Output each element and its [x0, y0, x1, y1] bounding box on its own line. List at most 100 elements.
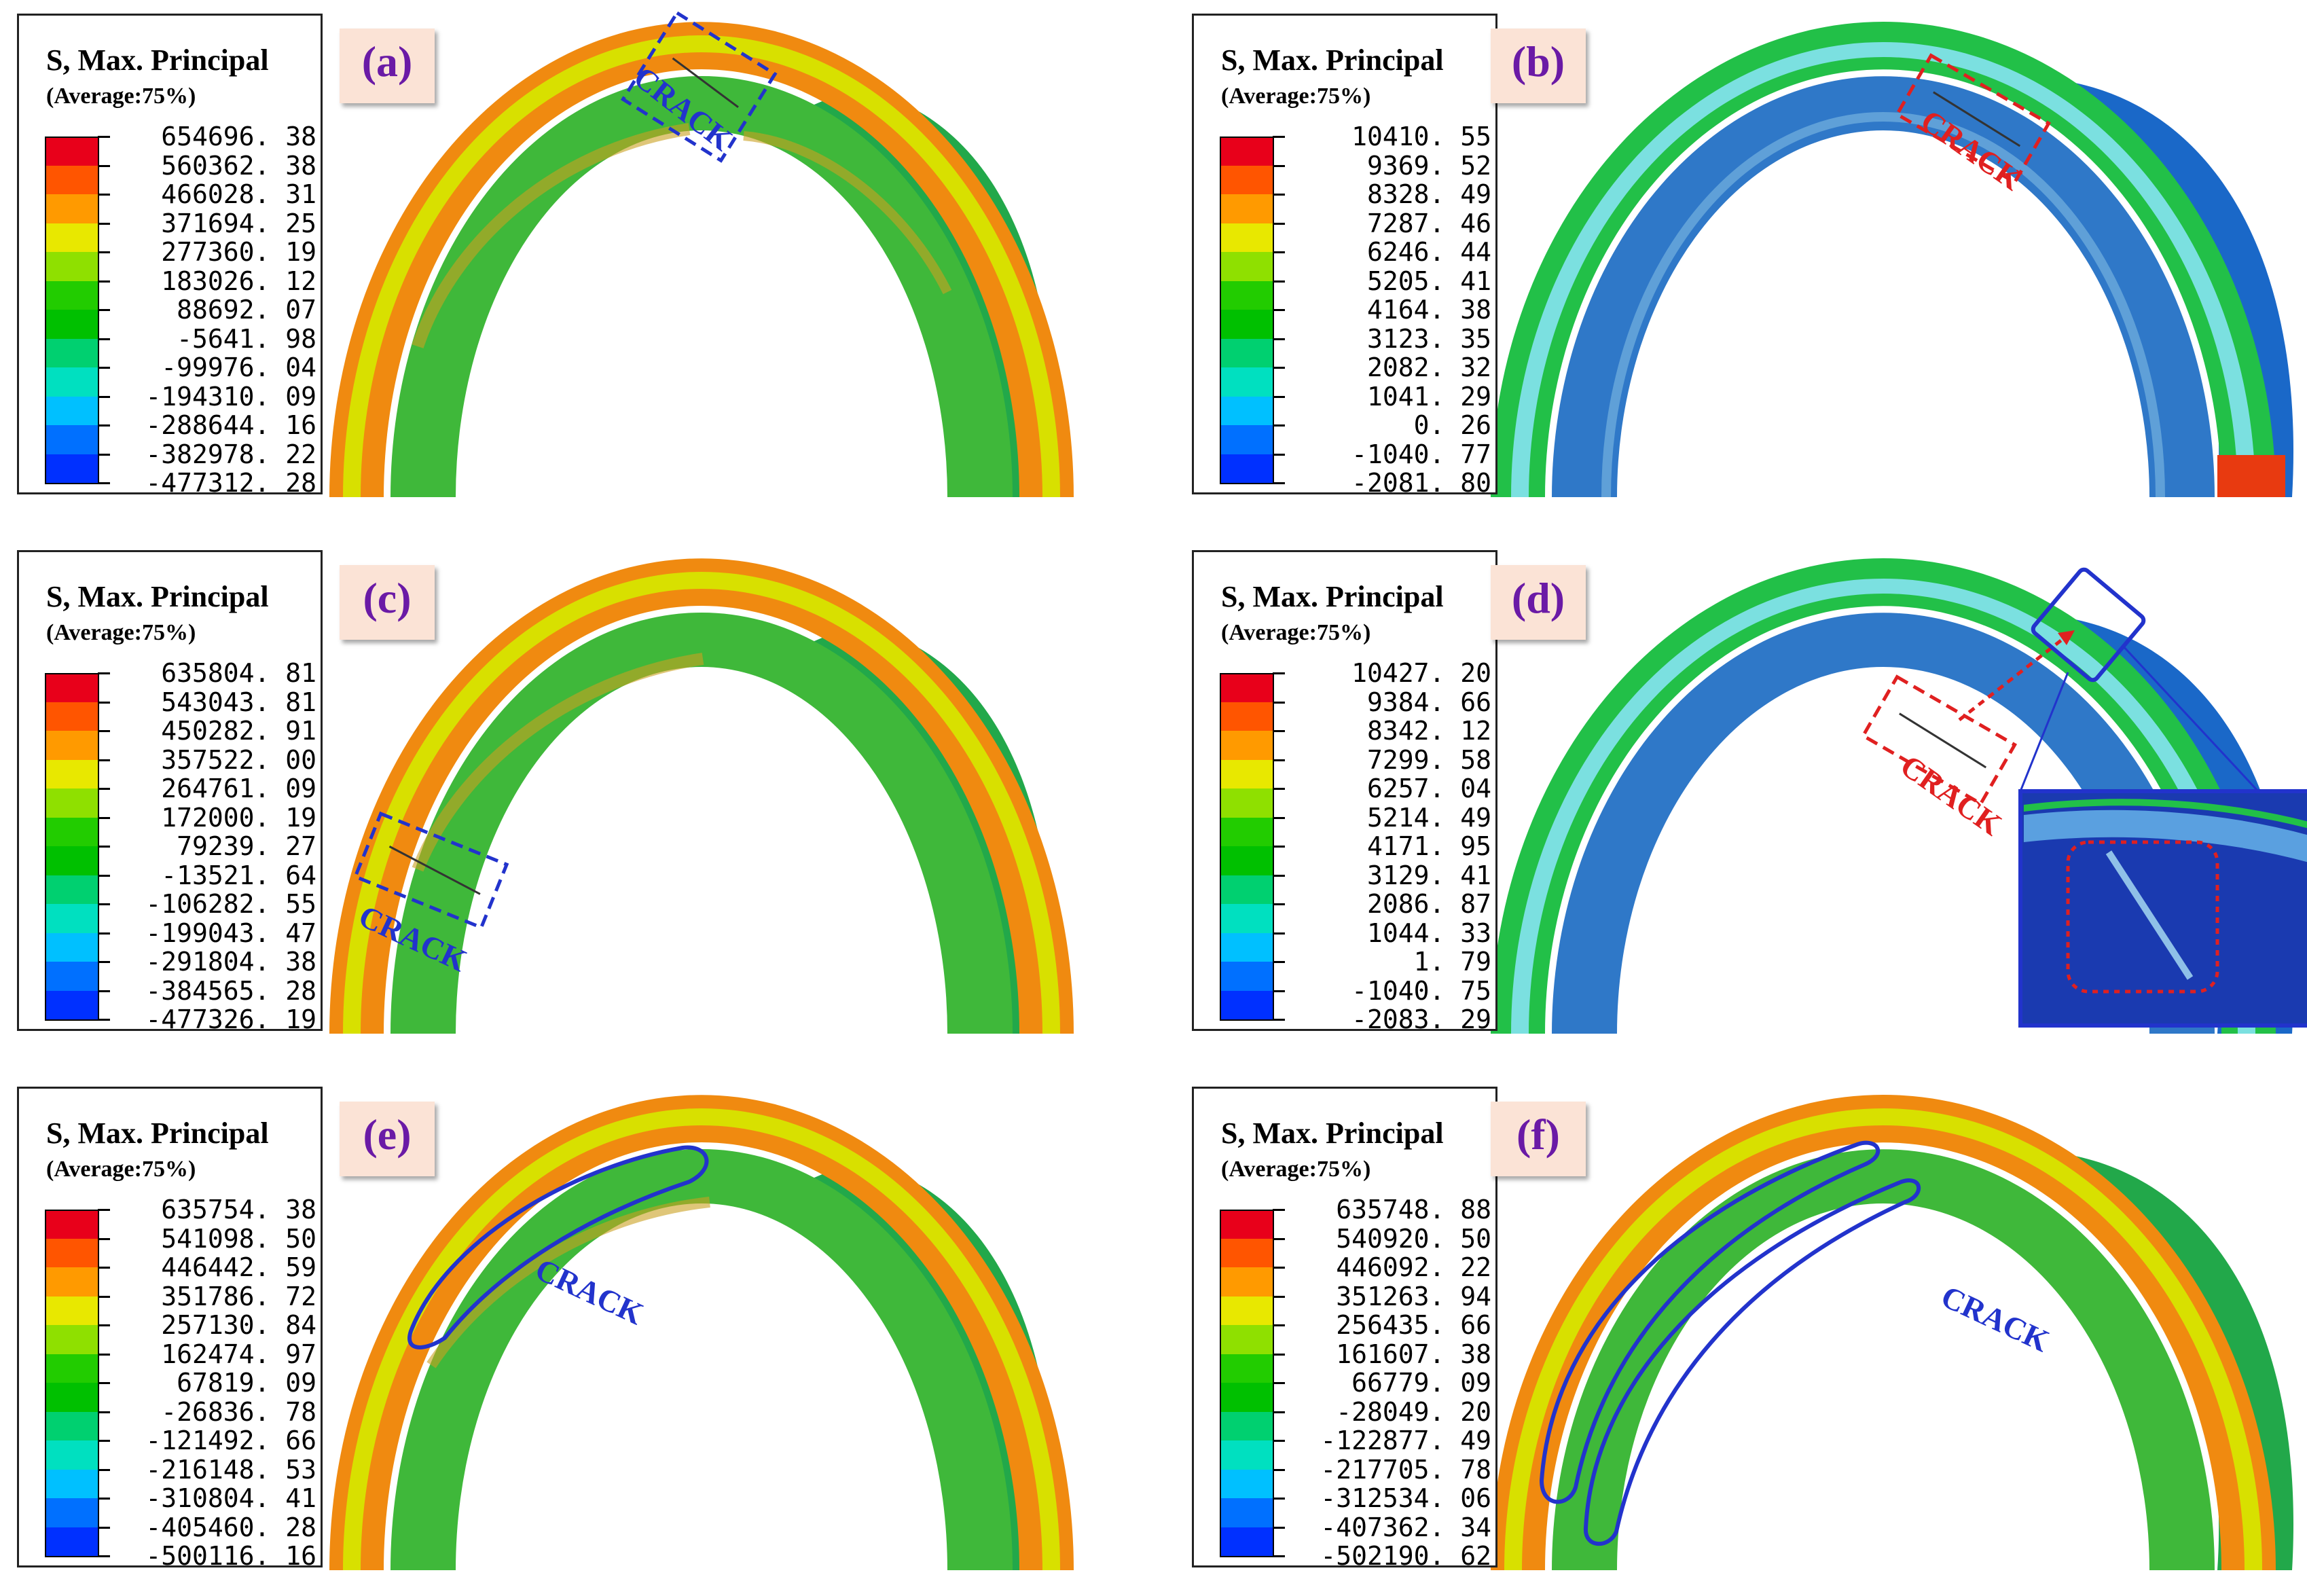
colorbar-band [1220, 1411, 1274, 1441]
colorbar-band [45, 817, 99, 847]
colorbar-tick [1273, 1295, 1285, 1298]
colorbar-band [1220, 875, 1274, 905]
legend-subtitle: (Average:75%) [1221, 84, 1371, 109]
colorbar-tick [1273, 1382, 1285, 1384]
colorbar-tick [98, 701, 110, 704]
colorbar-tick [98, 1440, 110, 1442]
colorbar-band [1220, 817, 1274, 847]
colorbar-value: -1040. 75 [1351, 975, 1491, 1006]
colorbar-band [45, 367, 99, 397]
colorbar-band [45, 1440, 99, 1470]
colorbar-tick [98, 136, 110, 138]
legend-title: S, Max. Principal [46, 1117, 269, 1150]
panel-label: (c) [363, 574, 412, 622]
colorbar-band [45, 137, 99, 166]
colorbar-frame [45, 1556, 99, 1557]
legend-title: S, Max. Principal [1221, 43, 1444, 77]
colorbar-band [1220, 990, 1274, 1020]
colorbar-tick [1273, 672, 1285, 674]
panel-label-box: (f) [1491, 1102, 1586, 1176]
colorbar-tick [98, 194, 110, 196]
panel-label-box: (b) [1491, 29, 1586, 103]
colorbar-tick [98, 990, 110, 992]
legend-subtitle: (Average:75%) [46, 84, 196, 109]
colorbar-band [45, 310, 99, 340]
colorbar-band [1220, 1440, 1274, 1470]
colorbar-tick [1273, 903, 1285, 905]
panel-f: CRACK S, Max. Principal (Average:75%) 63… [1185, 1080, 2307, 1576]
panel-d: CRACK S, Max. Principal (Average:75%) 10… [1185, 543, 2307, 1039]
colorbar-band [45, 759, 99, 789]
colorbar-band [45, 875, 99, 905]
colorbar-value: 466028. 31 [161, 179, 316, 209]
colorbar-value: -2081. 80 [1351, 468, 1491, 498]
colorbar-value: 66779. 09 [1351, 1368, 1491, 1398]
colorbar-frame [45, 483, 99, 484]
colorbar-band [1220, 1383, 1274, 1413]
colorbar-tick [98, 759, 110, 761]
colorbar-tick [1273, 874, 1285, 877]
colorbar-value: -199043. 47 [145, 918, 316, 948]
colorbar-tick [98, 280, 110, 283]
colorbar-tick [1273, 1237, 1285, 1240]
colorbar-band [1220, 223, 1274, 253]
colorbar-band [45, 425, 99, 455]
legend: S, Max. Principal (Average:75%) 635804. … [17, 550, 323, 1034]
colorbar-tick [1273, 136, 1285, 138]
legend-subtitle: (Average:75%) [1221, 620, 1371, 645]
colorbar-band [1220, 310, 1274, 340]
colorbar-value: 0. 26 [1413, 410, 1491, 440]
colorbar-tick [1273, 932, 1285, 935]
colorbar-value: 4171. 95 [1366, 831, 1491, 861]
colorbar-tick [98, 482, 110, 484]
colorbar-tick [98, 1468, 110, 1471]
colorbar-tick [98, 1237, 110, 1240]
colorbar-band [45, 1210, 99, 1239]
colorbar-value: 88692. 07 [177, 295, 316, 325]
colorbar-band [1220, 367, 1274, 397]
colorbar-band [1220, 425, 1274, 455]
panel-a: CRACK S, Max. Principal (Average:75%) 65… [10, 7, 1151, 503]
colorbar-tick [1273, 990, 1285, 992]
colorbar-value: 540920. 50 [1336, 1223, 1491, 1254]
colorbar-band [45, 990, 99, 1020]
legend-title: S, Max. Principal [1221, 580, 1444, 613]
colorbar-tick [98, 1267, 110, 1269]
colorbar-tick [98, 424, 110, 427]
panel-label-box: (e) [340, 1102, 435, 1176]
outer-ring [329, 22, 1074, 497]
colorbar-tick [1273, 1440, 1285, 1442]
colorbar-tick [98, 816, 110, 819]
crack-marker [1894, 53, 2052, 185]
panel-label: (a) [361, 37, 413, 86]
colorbar-tick [1273, 424, 1285, 427]
colorbar-band [45, 252, 99, 282]
colorbar-tick [1273, 1353, 1285, 1356]
colorbar-frame [1220, 1210, 1274, 1211]
colorbar-value: 4164. 38 [1366, 295, 1491, 325]
colorbar-value: 450282. 91 [161, 716, 316, 746]
legend: S, Max. Principal (Average:75%) 635754. … [17, 1087, 323, 1570]
colorbar-band [1220, 932, 1274, 962]
colorbar-value: 635748. 88 [1336, 1195, 1491, 1225]
colorbar-tick [98, 309, 110, 311]
colorbar-tick [98, 1555, 110, 1557]
colorbar-tick [1273, 1555, 1285, 1557]
colorbar-value: 162474. 97 [161, 1339, 316, 1369]
colorbar-value: 5205. 41 [1366, 266, 1491, 296]
colorbar-band [45, 846, 99, 876]
colorbar-band [1220, 846, 1274, 876]
colorbar-value: 7287. 46 [1366, 208, 1491, 238]
colorbar-band [45, 932, 99, 962]
crack-outline-inner [1584, 1178, 1921, 1546]
colorbar-value: -382978. 22 [145, 439, 316, 469]
panel-e: CRACK S, Max. Principal (Average:75%) 63… [10, 1080, 1151, 1576]
colorbar-tick [1273, 1526, 1285, 1529]
colorbar-frame [45, 673, 99, 674]
colorbar-value: -477326. 19 [145, 1004, 316, 1034]
colorbar-band [45, 904, 99, 934]
colorbar-frame [1220, 137, 1274, 138]
colorbar-band [45, 1527, 99, 1557]
colorbar-value: -216148. 53 [145, 1454, 316, 1485]
colorbar-value: 1. 79 [1413, 947, 1491, 977]
